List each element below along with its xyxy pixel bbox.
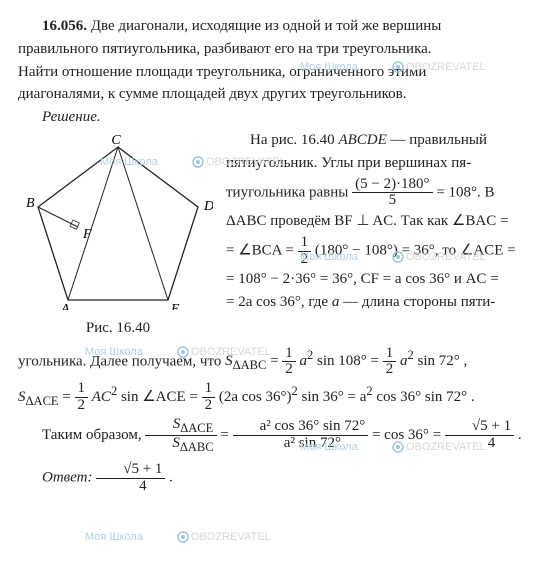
problem-statement: 16.056. Две диагонали, исходящие из одно… <box>18 17 532 37</box>
svg-text:E: E <box>170 302 180 310</box>
solution-label: Решение. <box>42 109 101 125</box>
frac-half-1: 1 2 <box>298 235 312 268</box>
problem-statement-4: диагоналями, к сумме площадей двух други… <box>18 85 532 105</box>
svg-text:D: D <box>203 199 213 214</box>
sol-line9: SΔACE = 12 AC2 sin ∠ACE = 12 (2a cos 36°… <box>18 381 532 414</box>
sol-conclusion: Таким образом, SΔACE SΔABC = a² cos 36° … <box>18 417 532 454</box>
frac-golden: √5 + 1 4 <box>445 419 514 452</box>
answer: Ответ: √5 + 1 4 . <box>18 462 532 495</box>
problem-statement-2: правильного пятиугольника, разбивают его… <box>18 40 532 60</box>
svg-text:C: C <box>111 135 121 148</box>
sol-line8: угольника. Далее получаем, что SΔABC = 1… <box>18 346 532 379</box>
figure-caption: Рис. 16.40 <box>18 319 218 339</box>
frac-answer: √5 + 1 4 <box>96 462 165 495</box>
svg-text:A: A <box>60 302 70 310</box>
frac-interior-angle: (5 − 2)·180° 5 <box>352 177 432 210</box>
watermark: Моя Школа <box>85 530 143 545</box>
frac-ratio-s: SΔACE SΔABC <box>145 417 216 454</box>
watermark: OBOZREVATEL <box>175 530 271 545</box>
problem-statement-3: Найти отношение площади треугольника, ог… <box>18 63 532 83</box>
problem-number: 16.056. <box>42 18 87 34</box>
svg-text:B: B <box>26 196 35 211</box>
frac-ratio-trig: a² cos 36° sin 72° a² sin 72° <box>233 419 369 452</box>
svg-text:F: F <box>82 227 92 242</box>
figure-pentagon: C D E A B F Рис. 16.40 <box>18 135 218 339</box>
